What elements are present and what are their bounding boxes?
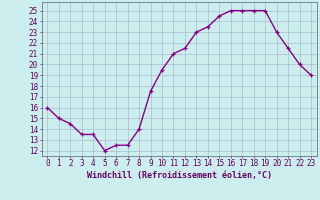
X-axis label: Windchill (Refroidissement éolien,°C): Windchill (Refroidissement éolien,°C) (87, 171, 272, 180)
